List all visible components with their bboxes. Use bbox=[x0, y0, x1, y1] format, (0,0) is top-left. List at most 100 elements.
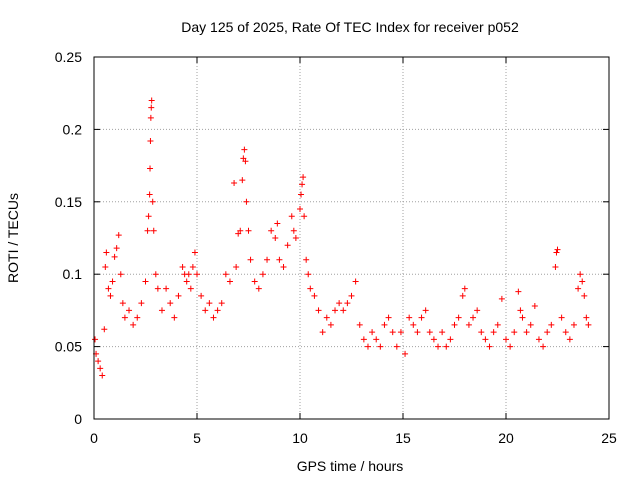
data-point bbox=[583, 314, 590, 321]
data-point bbox=[430, 336, 437, 343]
data-point bbox=[284, 242, 291, 249]
data-point bbox=[535, 336, 542, 343]
data-point bbox=[315, 307, 322, 314]
data-point bbox=[443, 343, 450, 350]
data-point bbox=[268, 227, 275, 234]
data-point bbox=[577, 271, 584, 278]
data-point bbox=[147, 137, 154, 144]
data-point bbox=[461, 285, 468, 292]
data-point bbox=[303, 256, 310, 263]
data-point bbox=[439, 329, 446, 336]
data-point bbox=[290, 227, 297, 234]
y-tick-label: 0.25 bbox=[55, 49, 82, 65]
grid-lines bbox=[94, 57, 609, 419]
data-point bbox=[575, 285, 582, 292]
data-point bbox=[130, 321, 137, 328]
data-point bbox=[319, 329, 326, 336]
data-point bbox=[115, 232, 122, 239]
chart-title: Day 125 of 2025, Rate Of TEC Index for r… bbox=[181, 19, 519, 35]
data-point bbox=[305, 271, 312, 278]
data-point bbox=[486, 343, 493, 350]
data-point bbox=[206, 300, 213, 307]
data-point bbox=[364, 343, 371, 350]
data-point bbox=[544, 329, 551, 336]
data-point bbox=[146, 191, 153, 198]
data-point bbox=[292, 235, 299, 241]
data-point bbox=[243, 198, 250, 205]
data-point bbox=[410, 321, 417, 328]
data-point bbox=[478, 329, 485, 336]
y-tick-label: 0 bbox=[74, 411, 82, 427]
data-point bbox=[418, 314, 425, 321]
data-point bbox=[145, 213, 152, 220]
data-point bbox=[585, 321, 592, 328]
data-point bbox=[579, 278, 586, 285]
data-point bbox=[459, 292, 466, 299]
data-point bbox=[185, 271, 192, 278]
data-point bbox=[414, 329, 421, 336]
data-point bbox=[175, 292, 182, 299]
x-tick-label: 10 bbox=[292, 430, 308, 446]
data-point bbox=[194, 271, 200, 278]
data-point bbox=[360, 336, 367, 343]
data-point bbox=[515, 288, 522, 295]
data-point bbox=[237, 227, 244, 234]
data-point bbox=[147, 114, 154, 121]
data-point bbox=[152, 271, 159, 278]
data-point bbox=[332, 307, 339, 314]
data-point bbox=[107, 292, 114, 299]
data-point bbox=[113, 245, 120, 252]
data-point bbox=[171, 314, 178, 321]
data-point bbox=[198, 292, 205, 299]
data-point bbox=[470, 314, 477, 321]
data-point bbox=[307, 285, 314, 292]
data-point bbox=[247, 256, 254, 263]
data-point bbox=[552, 263, 559, 270]
x-tick-label: 15 bbox=[395, 430, 411, 446]
data-point bbox=[369, 329, 376, 336]
data-point bbox=[344, 300, 351, 307]
x-tick-label: 0 bbox=[90, 430, 98, 446]
data-point bbox=[214, 307, 221, 314]
data-point bbox=[554, 246, 561, 253]
data-point bbox=[147, 165, 154, 172]
data-point bbox=[373, 336, 380, 343]
y-tick-label: 0.1 bbox=[63, 266, 83, 282]
data-point bbox=[323, 314, 330, 321]
data-point bbox=[163, 285, 170, 292]
data-point bbox=[297, 206, 303, 213]
data-point bbox=[402, 350, 409, 357]
data-point bbox=[389, 329, 396, 336]
data-point bbox=[482, 336, 489, 343]
data-point bbox=[340, 307, 347, 314]
data-point bbox=[540, 343, 547, 350]
data-point bbox=[301, 213, 308, 220]
data-point bbox=[179, 263, 186, 270]
data-point bbox=[298, 191, 305, 198]
data-point bbox=[241, 146, 248, 153]
data-point bbox=[158, 307, 165, 314]
data-point bbox=[531, 303, 538, 310]
data-point bbox=[299, 181, 306, 188]
data-points bbox=[92, 97, 592, 379]
data-point bbox=[276, 256, 283, 263]
y-tick-label: 0.05 bbox=[55, 339, 82, 355]
data-point bbox=[222, 271, 229, 278]
data-point bbox=[356, 321, 363, 328]
data-point bbox=[95, 358, 102, 365]
data-point bbox=[102, 263, 109, 270]
data-point bbox=[167, 300, 174, 307]
data-point bbox=[150, 227, 157, 234]
data-point bbox=[144, 227, 151, 234]
data-point bbox=[264, 256, 271, 263]
data-point bbox=[517, 307, 524, 314]
plot-frame bbox=[93, 56, 610, 420]
data-point bbox=[119, 300, 126, 307]
data-point bbox=[447, 336, 454, 343]
data-point bbox=[272, 235, 279, 241]
data-point bbox=[255, 285, 262, 292]
data-point bbox=[117, 271, 124, 278]
data-point bbox=[498, 295, 505, 302]
